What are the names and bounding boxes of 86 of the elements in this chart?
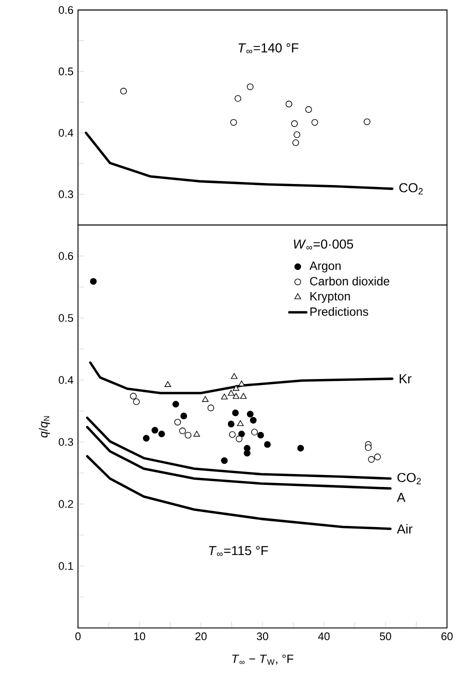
- y-tick-label: 0.2: [58, 500, 73, 508]
- point: [311, 119, 318, 126]
- point: [228, 390, 234, 396]
- x-tick-label: 10: [134, 632, 146, 640]
- point: [164, 381, 172, 387]
- legend-label: Predictions: [310, 307, 368, 316]
- y-tick-label: 0.1: [58, 562, 73, 570]
- x-tick-label: 20: [195, 632, 207, 640]
- point: [364, 118, 370, 126]
- point: [238, 430, 245, 438]
- annotation: CO$_{2}$: [399, 183, 423, 194]
- point: [244, 450, 250, 456]
- point: [180, 412, 188, 420]
- point: [158, 430, 165, 438]
- point: [228, 420, 234, 428]
- point: [228, 431, 236, 438]
- y-tick-label: 0.5: [58, 68, 74, 76]
- point: [238, 380, 245, 386]
- annotation: Kr: [400, 374, 412, 384]
- legend-label: Argon: [309, 262, 341, 272]
- y-tick-label: 0.6: [58, 6, 74, 14]
- line-series: [86, 455, 392, 530]
- annotation: Air: [396, 524, 412, 534]
- annotation: CO$_{2}$: [397, 472, 421, 484]
- point: [193, 430, 200, 437]
- line-series: [89, 361, 394, 394]
- legend-label: Carbon dioxide: [310, 276, 390, 286]
- line-series: [86, 426, 392, 490]
- annotation: A: [396, 492, 406, 502]
- point: [236, 436, 242, 442]
- y-tick-label: 0.3: [58, 438, 74, 446]
- x-tick-label: 50: [380, 632, 392, 640]
- x-tick-label: 40: [318, 632, 330, 640]
- x-tick-label: 0: [75, 632, 81, 640]
- point: [374, 454, 381, 460]
- point: [220, 457, 228, 464]
- point: [291, 120, 298, 127]
- point: [234, 95, 242, 102]
- point: [240, 393, 247, 399]
- point: [133, 398, 140, 406]
- point: [120, 88, 127, 94]
- point: [90, 278, 97, 285]
- point: [230, 373, 238, 379]
- point: [232, 410, 239, 416]
- point: [294, 131, 300, 138]
- point: [364, 444, 372, 451]
- line-series: [84, 132, 394, 190]
- x-tick-label: 30: [256, 632, 268, 640]
- point: [230, 119, 237, 126]
- point: [179, 427, 186, 434]
- annotation: T$_{∞}$=140 °F: [238, 43, 298, 54]
- point: [286, 100, 292, 108]
- point: [257, 432, 264, 439]
- y-tick-label: 0.4: [58, 376, 74, 384]
- x-tick-label: 60: [441, 632, 453, 640]
- point: [172, 400, 180, 408]
- point: [251, 428, 258, 436]
- y-axis-title: q/q$_{N}$: [38, 416, 50, 438]
- y-tick-label: 0.6: [58, 252, 74, 260]
- point: [174, 418, 181, 426]
- y-tick-label: 0.4: [58, 128, 74, 137]
- annotation: W$_{∞}$=0·005: [294, 240, 354, 250]
- point: [368, 456, 375, 463]
- point: [297, 444, 304, 452]
- point: [202, 396, 209, 402]
- point: [246, 83, 254, 90]
- point: [250, 416, 257, 424]
- point: [305, 106, 312, 113]
- legend-label: Krypton: [310, 292, 350, 303]
- point: [264, 441, 271, 448]
- x-axis-title: T$_{∞}$ − T$_{W}$, °F: [232, 654, 294, 665]
- point: [152, 426, 158, 434]
- point: [142, 434, 150, 442]
- point: [232, 393, 240, 399]
- point: [207, 404, 214, 412]
- y-tick-label: 0.3: [58, 190, 74, 198]
- point: [221, 394, 228, 400]
- point: [292, 139, 300, 146]
- point: [246, 410, 254, 418]
- y-tick-label: 0.5: [58, 314, 74, 322]
- point: [184, 432, 192, 439]
- point: [130, 392, 137, 400]
- point: [232, 384, 240, 391]
- annotation: T$_{∞}$=115 °F: [209, 546, 268, 556]
- line-series: [86, 416, 392, 480]
- point: [237, 420, 244, 426]
